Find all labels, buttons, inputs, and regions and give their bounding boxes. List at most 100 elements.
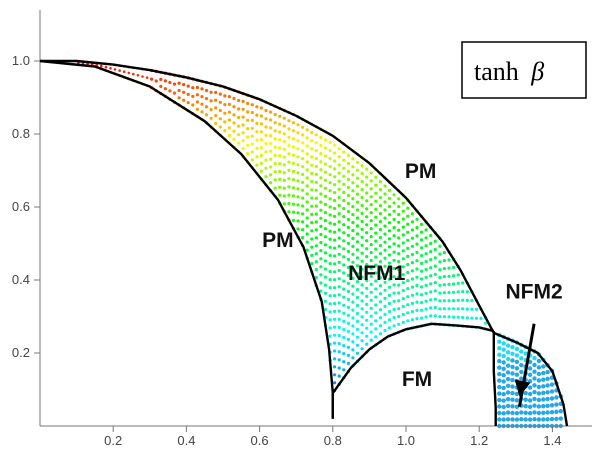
data-point [519,410,524,415]
data-point [374,263,378,267]
data-point [132,72,135,76]
data-point [346,193,350,198]
data-point [333,143,337,147]
data-point [420,300,424,305]
data-point [420,222,424,226]
data-point [333,325,337,329]
data-point [505,410,511,415]
data-point [374,271,378,275]
data-point [438,299,442,303]
data-point [227,134,231,138]
data-point [510,358,515,363]
data-point [505,383,511,388]
data-point [278,138,282,142]
data-point [351,173,355,177]
data-point [541,404,546,409]
data-point [484,321,488,325]
data-point [369,258,373,263]
data-point [269,165,273,169]
data-point [369,314,373,318]
data-point [232,129,236,133]
data-point [172,82,177,86]
data-point [232,121,236,125]
data-point [246,127,250,131]
data-point [438,283,442,287]
data-point [510,391,515,396]
data-point [392,226,396,230]
data-point [497,339,502,344]
data-point [442,259,446,263]
legend-text-beta: β [530,57,544,86]
data-point [410,236,414,240]
data-point [401,225,405,229]
data-point [214,98,218,102]
data-point [365,270,369,275]
data-point [355,256,360,260]
data-point [383,288,387,292]
data-point [447,315,451,319]
data-point [282,116,286,120]
data-point [501,360,506,365]
data-point [365,326,369,330]
data-point [387,310,392,314]
data-point [452,299,456,303]
data-point [278,193,282,197]
data-point [401,209,405,213]
data-point [510,397,515,402]
data-point [392,234,396,238]
data-point [328,261,332,266]
data-point [337,179,341,183]
data-point [355,232,360,236]
data-point [237,98,241,103]
data-point [442,307,446,311]
data-point [514,411,520,416]
data-point [291,186,296,190]
data-point [204,97,209,101]
data-point [342,295,346,299]
data-point [497,391,502,396]
data-point [365,334,369,338]
data-point [323,251,328,255]
data-point [447,299,451,303]
data-point [519,376,524,381]
x-tick-label: 1.2 [470,433,488,448]
data-point [365,286,369,290]
data-point [333,254,337,258]
data-point [374,319,378,323]
data-point [250,134,254,138]
data-point [328,253,332,257]
legend-text: tanh β [474,57,544,86]
data-point [365,263,369,267]
data-point [209,108,213,112]
data-point [523,417,528,422]
data-point [549,389,555,394]
data-point [527,366,533,371]
data-point [470,307,474,311]
data-point [545,383,550,388]
data-point [429,290,433,294]
data-point [415,234,419,238]
data-point [424,260,428,264]
data-point [387,326,392,330]
data-point [536,397,542,403]
boundary-inner [39,59,334,419]
data-point [397,244,401,248]
data-point [351,189,355,193]
data-point [401,265,405,269]
data-point [415,300,419,304]
data-point [541,390,546,396]
data-point [383,296,387,300]
data-point [505,417,511,422]
data-point [541,384,546,389]
data-point [505,343,511,348]
data-point [246,143,250,147]
data-point [328,197,332,201]
data-point [406,206,410,210]
data-point [223,103,227,107]
data-point [287,177,291,181]
data-point [264,133,268,137]
data-point [204,105,209,109]
data-point [442,291,446,295]
data-point [401,233,405,237]
